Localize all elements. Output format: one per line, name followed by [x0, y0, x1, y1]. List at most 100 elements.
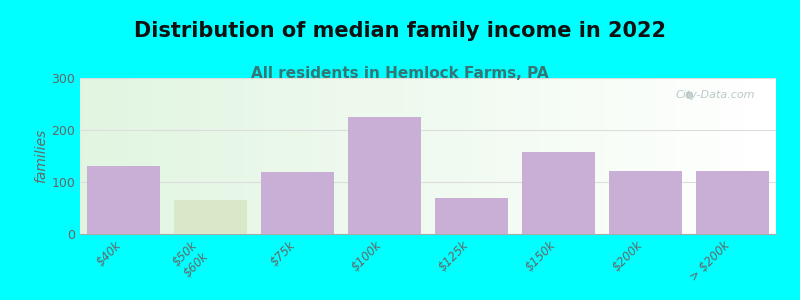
- Bar: [379, 78, 382, 234]
- Bar: [115, 78, 118, 234]
- Bar: [222, 78, 226, 234]
- Bar: [511, 78, 515, 234]
- Bar: [490, 78, 494, 234]
- Bar: [191, 78, 195, 234]
- Bar: [623, 78, 626, 234]
- Bar: [240, 78, 243, 234]
- Bar: [446, 78, 449, 234]
- Bar: [466, 78, 470, 234]
- Bar: [459, 78, 463, 234]
- Bar: [362, 78, 366, 234]
- Bar: [730, 78, 734, 234]
- Bar: [184, 78, 188, 234]
- Bar: [474, 78, 477, 234]
- Bar: [258, 78, 261, 234]
- Bar: [738, 78, 741, 234]
- Bar: [261, 172, 334, 234]
- Bar: [462, 78, 466, 234]
- Bar: [480, 78, 484, 234]
- Bar: [678, 78, 682, 234]
- Bar: [150, 78, 153, 234]
- Bar: [351, 78, 355, 234]
- Bar: [703, 78, 706, 234]
- Bar: [323, 78, 327, 234]
- Bar: [487, 78, 490, 234]
- Bar: [101, 78, 104, 234]
- Bar: [299, 78, 302, 234]
- Bar: [178, 78, 181, 234]
- Text: Distribution of median family income in 2022: Distribution of median family income in …: [134, 21, 666, 41]
- Bar: [560, 78, 564, 234]
- Bar: [762, 78, 766, 234]
- Bar: [122, 78, 126, 234]
- Bar: [598, 78, 602, 234]
- Bar: [682, 78, 686, 234]
- Bar: [345, 78, 348, 234]
- Bar: [675, 78, 678, 234]
- Bar: [282, 78, 286, 234]
- Bar: [431, 78, 435, 234]
- Bar: [195, 78, 198, 234]
- Bar: [146, 78, 150, 234]
- Bar: [216, 78, 219, 234]
- Bar: [90, 78, 94, 234]
- Bar: [637, 78, 640, 234]
- Bar: [104, 78, 108, 234]
- Bar: [111, 78, 115, 234]
- Bar: [693, 78, 696, 234]
- Bar: [539, 78, 543, 234]
- Bar: [306, 78, 310, 234]
- Bar: [602, 78, 606, 234]
- Bar: [174, 200, 247, 234]
- Bar: [198, 78, 202, 234]
- Bar: [745, 78, 748, 234]
- Bar: [546, 78, 550, 234]
- Bar: [609, 171, 682, 234]
- Bar: [181, 78, 184, 234]
- Bar: [157, 78, 160, 234]
- Bar: [372, 78, 376, 234]
- Bar: [129, 78, 132, 234]
- Bar: [706, 78, 710, 234]
- Bar: [209, 78, 212, 234]
- Bar: [139, 78, 142, 234]
- Bar: [80, 78, 83, 234]
- Bar: [434, 198, 509, 234]
- Bar: [118, 78, 122, 234]
- Bar: [470, 78, 474, 234]
- Bar: [438, 78, 442, 234]
- Bar: [626, 78, 630, 234]
- Bar: [452, 78, 456, 234]
- Bar: [247, 78, 250, 234]
- Bar: [689, 78, 693, 234]
- Bar: [588, 78, 591, 234]
- Bar: [348, 78, 351, 234]
- Bar: [533, 78, 536, 234]
- Bar: [564, 78, 567, 234]
- Bar: [543, 78, 546, 234]
- Bar: [347, 117, 422, 234]
- Bar: [174, 78, 178, 234]
- Bar: [686, 78, 689, 234]
- Bar: [86, 167, 161, 234]
- Bar: [428, 78, 431, 234]
- Bar: [275, 78, 278, 234]
- Bar: [126, 78, 129, 234]
- Bar: [769, 78, 773, 234]
- Bar: [741, 78, 745, 234]
- Bar: [170, 78, 174, 234]
- Bar: [250, 78, 254, 234]
- Bar: [206, 78, 209, 234]
- Bar: [591, 78, 595, 234]
- Bar: [358, 78, 362, 234]
- Bar: [142, 78, 146, 234]
- Bar: [153, 78, 157, 234]
- Bar: [570, 78, 574, 234]
- Bar: [661, 78, 665, 234]
- Bar: [87, 78, 90, 234]
- Bar: [442, 78, 446, 234]
- Bar: [261, 78, 265, 234]
- Bar: [456, 78, 459, 234]
- Bar: [421, 78, 425, 234]
- Bar: [696, 78, 699, 234]
